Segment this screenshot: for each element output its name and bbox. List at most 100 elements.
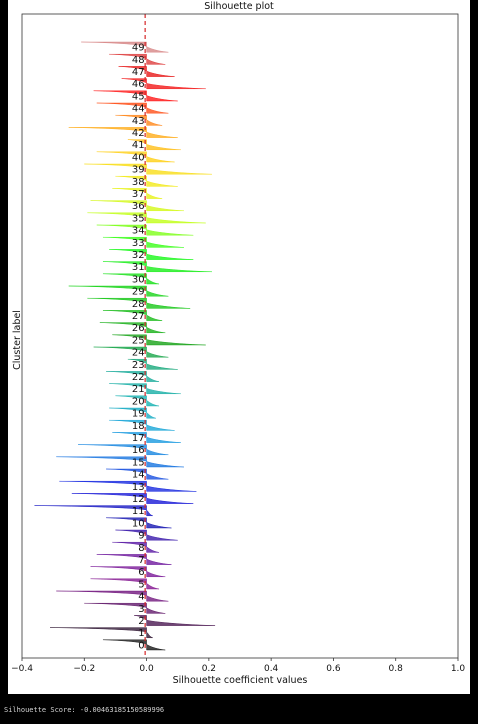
- silhouette-bar-cluster-45: [93, 90, 178, 102]
- silhouette-bar-cluster-28: [87, 298, 191, 309]
- silhouette-bar-cluster-17: [112, 432, 181, 443]
- silhouette-bar-cluster-5: [90, 578, 160, 590]
- cluster-label-36: 36: [132, 201, 145, 212]
- silhouette-bar-cluster-46: [121, 78, 206, 89]
- silhouette-bar-cluster-18: [109, 420, 175, 431]
- silhouette-bar-cluster-31: [102, 261, 212, 272]
- silhouette-bar-cluster-23: [127, 359, 178, 370]
- x-tick-label: 0.8: [389, 664, 404, 674]
- cluster-label-26: 26: [132, 323, 145, 334]
- cluster-label-34: 34: [132, 226, 145, 237]
- silhouette-bar-cluster-6: [90, 566, 166, 577]
- silhouette-bar-cluster-2: [134, 615, 216, 626]
- figure-panel: Silhouette plot 0 1 2 3 4 5 6 7 8 9 10 11 12 13 14 15 16…: [8, 0, 470, 694]
- silhouette-bar-cluster-37: [112, 188, 163, 199]
- x-tick-label: −0.2: [73, 664, 95, 674]
- chart-title: Silhouette plot: [204, 1, 274, 12]
- silhouette-bar-cluster-0: [102, 639, 166, 651]
- cluster-label-27: 27: [132, 311, 145, 322]
- silhouette-bar-cluster-16: [78, 444, 169, 455]
- cluster-label-44: 44: [132, 104, 145, 115]
- x-tick-label: 0.0: [139, 664, 154, 674]
- cluster-label-37: 37: [132, 189, 145, 200]
- cluster-label-20: 20: [132, 396, 145, 407]
- silhouette-bar-cluster-35: [87, 212, 206, 224]
- cluster-label-31: 31: [132, 262, 145, 273]
- silhouette-bar-cluster-14: [106, 468, 169, 480]
- silhouette-bar-cluster-48: [109, 54, 166, 65]
- cluster-label-11: 11: [132, 506, 145, 517]
- cluster-label-40: 40: [132, 152, 145, 163]
- silhouette-bar-cluster-26: [99, 322, 166, 333]
- silhouette-bar-cluster-3: [84, 603, 166, 614]
- silhouette-bar-cluster-32: [109, 249, 194, 260]
- cluster-label-24: 24: [132, 348, 145, 359]
- cluster-label-15: 15: [132, 457, 145, 468]
- cluster-label-41: 41: [132, 140, 145, 151]
- x-tick-label: 1.0: [451, 664, 466, 674]
- silhouette-bar-cluster-36: [90, 200, 184, 211]
- cluster-label-42: 42: [132, 128, 145, 139]
- silhouette-bar-cluster-44: [96, 102, 169, 114]
- silhouette-score-output: Silhouette Score: -0.00463185150589996: [4, 706, 165, 714]
- cluster-label-49: 49: [132, 43, 145, 54]
- silhouette-bar-cluster-22: [106, 371, 160, 382]
- cluster-label-25: 25: [132, 335, 145, 346]
- cluster-label-4: 4: [138, 592, 144, 603]
- silhouette-bar-cluster-13: [59, 481, 197, 492]
- cluster-label-45: 45: [132, 91, 145, 102]
- y-axis-title: Cluster label: [12, 310, 23, 370]
- cluster-label-38: 38: [132, 177, 145, 188]
- cluster-labels: 0123456789101112131415161718192021222324…: [132, 43, 145, 652]
- cluster-label-3: 3: [138, 604, 144, 615]
- silhouette-bar-cluster-7: [96, 554, 172, 565]
- cluster-label-16: 16: [132, 445, 145, 456]
- silhouette-bar-cluster-1: [50, 627, 153, 638]
- cluster-label-8: 8: [138, 543, 144, 554]
- silhouette-bar-cluster-15: [56, 456, 184, 468]
- cluster-label-23: 23: [132, 360, 145, 371]
- silhouette-bar-cluster-4: [56, 590, 169, 602]
- cluster-label-9: 9: [138, 531, 144, 542]
- silhouette-bar-cluster-24: [93, 346, 169, 358]
- x-tick-label: 0.4: [264, 664, 279, 674]
- silhouette-bar-cluster-29: [68, 285, 169, 297]
- cluster-label-17: 17: [132, 433, 145, 444]
- cluster-label-35: 35: [132, 213, 145, 224]
- silhouette-bar-cluster-8: [112, 542, 160, 553]
- silhouette-bars: [34, 41, 216, 651]
- cluster-label-14: 14: [132, 470, 145, 481]
- cluster-label-18: 18: [132, 421, 145, 432]
- silhouette-plot: Silhouette plot 012345678910111213141516…: [11, 1, 465, 686]
- cluster-label-12: 12: [132, 494, 145, 505]
- silhouette-bar-cluster-27: [102, 310, 163, 321]
- silhouette-bar-cluster-19: [109, 407, 156, 419]
- cluster-label-32: 32: [132, 250, 145, 261]
- cluster-label-47: 47: [132, 67, 145, 78]
- cluster-label-1: 1: [138, 628, 144, 639]
- x-tick-label: 0.6: [326, 664, 341, 674]
- silhouette-bar-cluster-11: [34, 505, 153, 516]
- cluster-label-7: 7: [138, 555, 144, 566]
- cluster-label-30: 30: [132, 274, 145, 285]
- cluster-label-0: 0: [138, 640, 144, 651]
- x-axis-title: Silhouette coefficient values: [173, 675, 308, 686]
- cluster-label-43: 43: [132, 116, 145, 127]
- cluster-label-21: 21: [132, 384, 145, 395]
- axes-frame: [21, 13, 459, 659]
- x-axis-ticks: −0.4 −0.2 0.0 0.2 0.4 0.6 0.8 1.0: [11, 658, 465, 674]
- silhouette-bar-cluster-40: [96, 151, 175, 163]
- silhouette-bar-cluster-42: [68, 127, 178, 138]
- cluster-label-6: 6: [138, 567, 144, 578]
- silhouette-bar-cluster-10: [106, 517, 172, 529]
- cluster-label-2: 2: [138, 616, 144, 627]
- silhouette-bar-cluster-49: [81, 41, 169, 53]
- silhouette-bar-cluster-43: [115, 115, 163, 126]
- silhouette-bar-cluster-47: [118, 66, 175, 77]
- silhouette-bar-cluster-38: [115, 176, 178, 187]
- x-tick-label: −0.4: [11, 664, 33, 674]
- silhouette-bar-cluster-33: [102, 237, 184, 248]
- silhouette-bar-cluster-12: [71, 493, 194, 504]
- cluster-label-46: 46: [132, 79, 145, 90]
- cluster-label-13: 13: [132, 482, 145, 493]
